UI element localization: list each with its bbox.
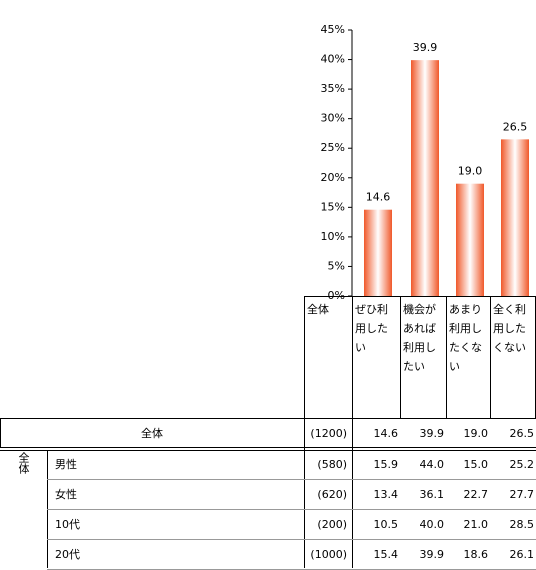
- cell-value: 22.7: [463, 488, 489, 501]
- table-line: [0, 447, 536, 448]
- table-line: [0, 450, 536, 451]
- table-line: [304, 418, 305, 568]
- column-header: 全体: [307, 303, 329, 316]
- cell-value: 26.5: [509, 427, 535, 440]
- cell-value: 13.4: [373, 488, 399, 501]
- cell-value: 25.2: [509, 458, 535, 471]
- row-n: (1000): [310, 548, 347, 561]
- y-tick-label: 0%: [328, 289, 345, 302]
- column-header: 全く利用したくない: [493, 303, 526, 354]
- column-header: ぜひ利用したい: [355, 303, 388, 354]
- cell-value: 21.0: [463, 518, 489, 531]
- y-tick-label: 10%: [321, 230, 345, 243]
- cell-value: 15.9: [373, 458, 399, 471]
- column-header: あまり利用したくない: [449, 303, 482, 373]
- bar: [456, 183, 484, 296]
- value-label: 14.6: [366, 191, 391, 204]
- row-label: 20代: [55, 548, 80, 561]
- column-header: 機会があれば利用したい: [403, 303, 436, 373]
- row-n: (200): [317, 518, 347, 531]
- y-tick-label: 35%: [321, 82, 345, 95]
- cell-value: 18.6: [463, 548, 489, 561]
- y-tick-label: 20%: [321, 171, 345, 184]
- y-tick-label: 5%: [328, 259, 345, 272]
- table-line: [47, 479, 536, 480]
- row-n: (1200): [310, 427, 347, 440]
- cell-value: 28.5: [509, 518, 535, 531]
- cell-value: 44.0: [419, 458, 445, 471]
- cell-value: 39.9: [419, 427, 445, 440]
- y-tick-label: 25%: [321, 141, 345, 154]
- row-n: (580): [317, 458, 347, 471]
- row-label: 10代: [55, 518, 80, 531]
- cell-value: 39.9: [419, 548, 445, 561]
- cell-value: 15.4: [373, 548, 399, 561]
- value-label: 39.9: [413, 41, 438, 54]
- table-line: [0, 418, 536, 419]
- bar: [411, 60, 439, 296]
- cell-value: 26.1: [509, 548, 535, 561]
- y-tick-label: 15%: [321, 200, 345, 213]
- value-label: 19.0: [458, 165, 483, 178]
- table-line: [400, 296, 401, 418]
- row-n: (620): [317, 488, 347, 501]
- table-line: [352, 296, 353, 418]
- bar: [364, 209, 392, 296]
- table-line: [490, 296, 491, 418]
- cell-value: 10.5: [373, 518, 399, 531]
- table-line: [0, 418, 1, 448]
- table-line: [352, 418, 353, 568]
- table-line: [47, 509, 536, 510]
- row-label: 全体: [141, 427, 163, 440]
- y-tick-label: 40%: [321, 53, 345, 66]
- cell-value: 27.7: [509, 488, 535, 501]
- table-line: [47, 539, 536, 540]
- cell-value: 36.1: [419, 488, 445, 501]
- table-line: [446, 296, 447, 418]
- y-tick-label: 30%: [321, 112, 345, 125]
- cell-value: 15.0: [463, 458, 489, 471]
- row-label: 男性: [55, 458, 77, 471]
- cell-value: 40.0: [419, 518, 445, 531]
- bar: [501, 139, 529, 296]
- table-line: [304, 296, 536, 297]
- row-label: 女性: [55, 488, 77, 501]
- group-label: 全体: [17, 452, 30, 474]
- y-tick-label: 45%: [321, 23, 345, 36]
- table-line: [304, 296, 305, 418]
- value-label: 26.5: [503, 120, 528, 133]
- cell-value: 14.6: [373, 427, 399, 440]
- cell-value: 19.0: [463, 427, 489, 440]
